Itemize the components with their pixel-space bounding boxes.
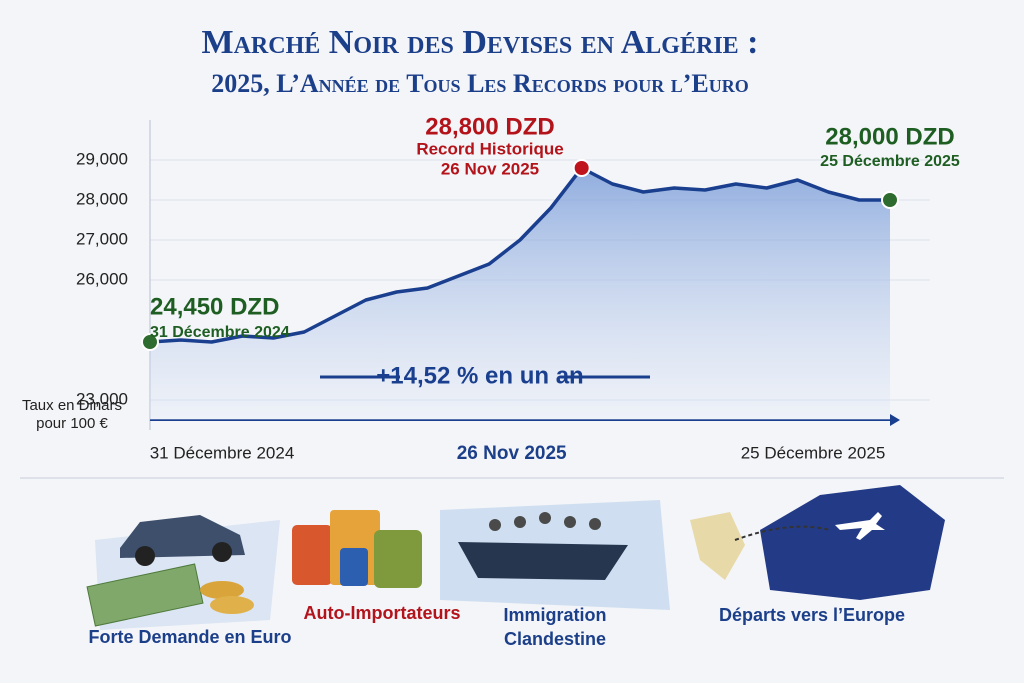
boat (458, 542, 628, 580)
suitcase (340, 548, 368, 586)
y-tick-label: 26,000 (76, 269, 128, 288)
y-tick-label: 28,000 (76, 189, 128, 208)
europe-map (760, 485, 945, 600)
route (734, 525, 831, 541)
passengers (489, 512, 601, 531)
annotation: 24,450 DZD (150, 293, 279, 320)
footer-label: Départs vers l’Europe (719, 605, 905, 625)
x-axis-arrow (890, 414, 900, 426)
data-point (141, 333, 159, 351)
change-label: +14,52 % en un an (376, 362, 583, 389)
annotation: 25 Décembre 2025 (820, 153, 960, 170)
suitcase (374, 530, 422, 588)
annotation: 28,800 DZD (425, 113, 554, 140)
footer-label: Immigration (503, 605, 606, 625)
annotation: 31 Décembre 2024 (150, 324, 290, 341)
x-tick-label: 26 Nov 2025 (457, 443, 567, 464)
plot: 23,000 26,000 27,000 28,000 29,000 31 Décembr… (76, 120, 930, 464)
banknotes (86, 563, 204, 627)
illustrations (86, 485, 945, 630)
x-tick-label: 31 Décembre 2024 (150, 443, 295, 462)
suitcase (292, 525, 332, 585)
line (149, 166, 890, 344)
footer-label: Auto-Importateurs (304, 603, 461, 623)
annotations: 24,450 DZD 31 Décembre 2024 28,800 DZD R… (150, 113, 960, 389)
y-tick-label: 29,000 (76, 149, 128, 168)
coin (210, 596, 254, 614)
area-fill (150, 168, 890, 420)
footer-label: Forte Demande en Euro (88, 627, 291, 647)
annotation: 28,000 DZD (825, 123, 954, 150)
footer-label: Clandestine (504, 629, 606, 649)
coin (200, 581, 244, 599)
annotation: 26 Nov 2025 (441, 159, 539, 178)
data-point (881, 191, 899, 209)
wheel (212, 542, 232, 562)
wheel (135, 546, 155, 566)
algeria-map (690, 512, 745, 580)
annotation: Record Historique (416, 139, 563, 158)
y-tick-label: 23,000 (76, 389, 128, 408)
x-tick-label: 25 Décembre 2025 (741, 443, 886, 462)
y-axis-label: pour 100 € (36, 415, 108, 432)
data-point (572, 159, 591, 177)
chart-subtitle: 2025, L’Année de Tous Les Records pour l… (211, 69, 748, 98)
y-axis-label: Taux en Dinars (22, 397, 122, 414)
y-tick-label: 27,000 (76, 229, 128, 248)
chart-title: Marché Noir des Devises en Algérie : (202, 24, 759, 61)
plane (835, 512, 885, 540)
